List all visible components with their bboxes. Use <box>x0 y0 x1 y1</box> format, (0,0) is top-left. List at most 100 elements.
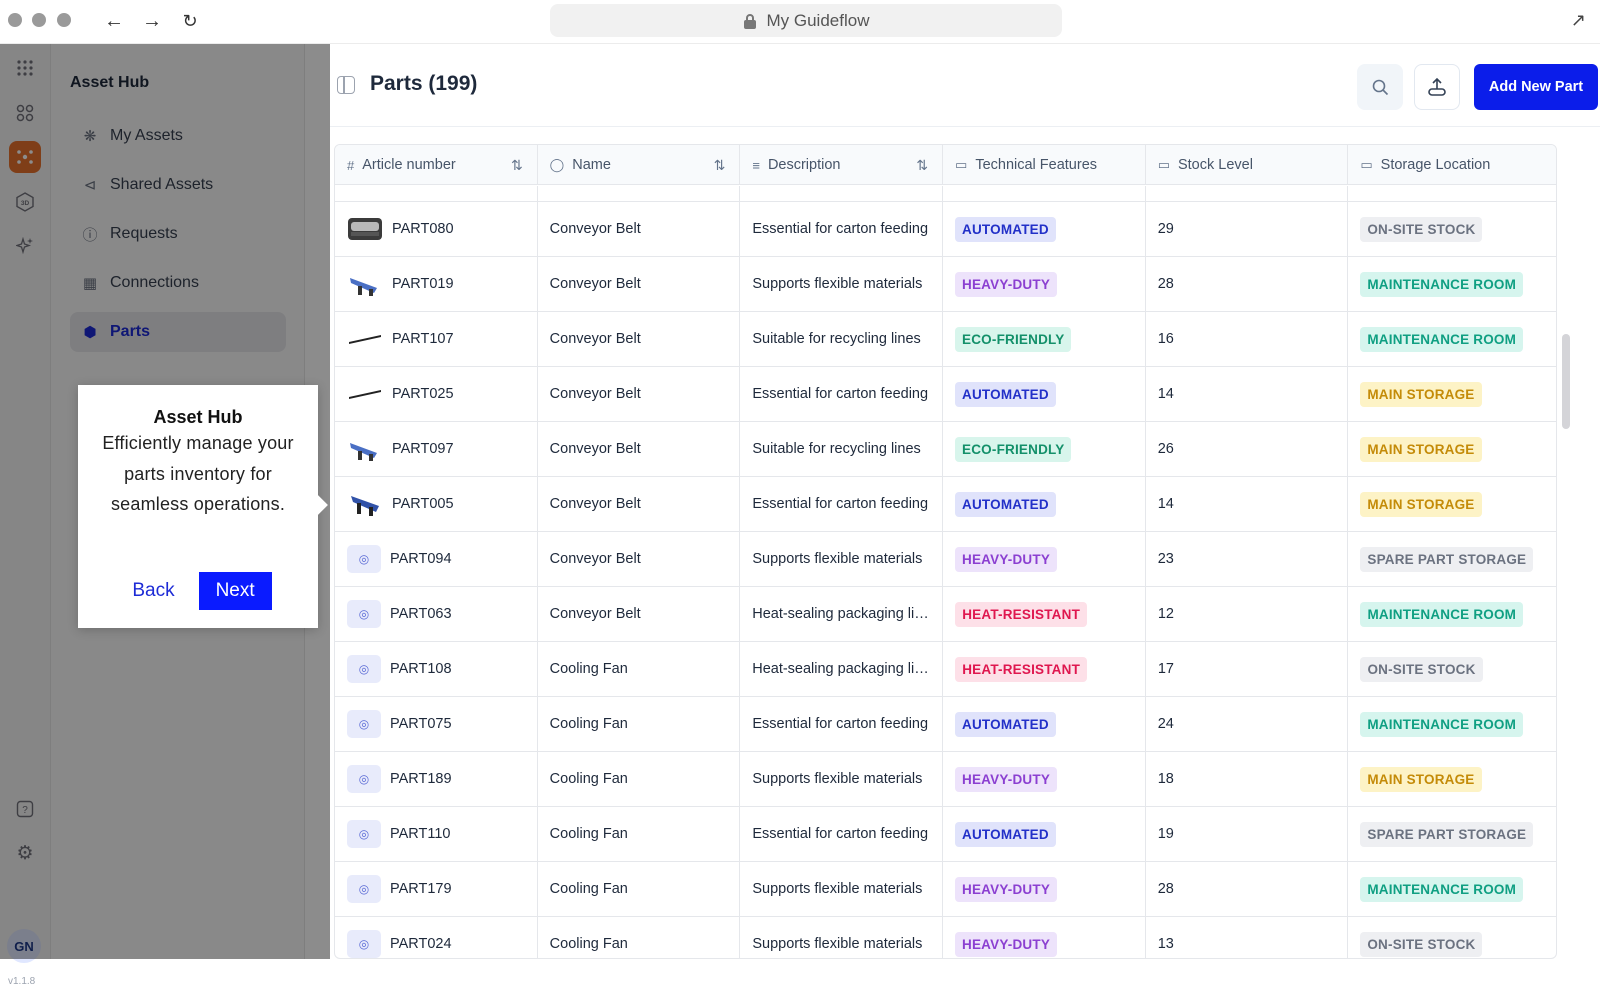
forward-arrow-icon[interactable]: → <box>142 10 162 32</box>
location-badge: ON-SITE STOCK <box>1360 216 1483 242</box>
3d-icon[interactable]: 3D <box>9 186 41 218</box>
sort-icon[interactable]: ⇅ <box>713 156 726 173</box>
question-circle-icon: ⓘ <box>82 226 98 244</box>
column-header-features[interactable]: ▭ Technical Features <box>943 145 1146 185</box>
url-bar[interactable]: My Guideflow <box>550 4 1062 37</box>
cell-name: Conveyor Belt <box>538 532 741 586</box>
feature-badge: AUTOMATED <box>955 381 1056 407</box>
sparkle-icon[interactable] <box>9 230 41 262</box>
help-icon[interactable]: ? <box>9 793 41 825</box>
cell-article: ◎ PART108 <box>335 642 538 696</box>
location-badge: ON-SITE STOCK <box>1360 656 1483 682</box>
location-badge: MAIN STORAGE <box>1360 766 1482 792</box>
tour-next-button[interactable]: Next <box>198 572 272 610</box>
text-lines-icon: ≡ <box>752 157 760 173</box>
column-header-location[interactable]: ▭ Storage Location <box>1360 157 1491 173</box>
apps-grid-icon[interactable] <box>9 52 41 84</box>
back-arrow-icon[interactable]: ← <box>104 10 124 32</box>
table-row[interactable]: PART097 Conveyor Belt Suitable for recyc… <box>335 422 1556 477</box>
table-row[interactable]: ◎ PART063 Conveyor Belt Heat-sealing pack… <box>335 587 1556 642</box>
cell-article: ◎ PART024 <box>335 917 538 958</box>
cell-feature: ECO-FRIENDLY <box>943 312 1146 366</box>
sidebar-item-parts[interactable]: ⬢ Parts <box>70 312 286 352</box>
cell-feature: HEAT-RESISTANT <box>943 587 1146 641</box>
user-avatar[interactable]: GN <box>7 929 41 963</box>
tooltip-title: Asset Hub <box>153 407 243 427</box>
window-minimize-dot[interactable] <box>32 13 46 27</box>
window-close-dot[interactable] <box>8 13 22 27</box>
hexagon-icon: ⬢ <box>83 324 97 341</box>
main-content: Parts (199) Add New Part # Article number… <box>330 44 1600 959</box>
cell-article: PART097 <box>335 422 538 476</box>
cell-feature: AUTOMATED <box>943 202 1146 256</box>
feature-badge: HEAVY-DUTY <box>955 766 1058 792</box>
reload-icon[interactable]: ↻ <box>182 11 198 31</box>
table-row[interactable]: ◎ PART189 Cooling Fan Supports flexible m… <box>335 752 1556 807</box>
feature-badge: ECO-FRIENDLY <box>955 436 1072 462</box>
sidebar-item-shared-assets[interactable]: ⊲ Shared Assets <box>70 165 286 205</box>
feature-badge: HEAT-RESISTANT <box>955 656 1088 682</box>
cell-name: Conveyor Belt <box>538 477 741 531</box>
table-row[interactable]: ◎ PART094 Conveyor Belt Supports flexible… <box>335 532 1556 587</box>
table-row[interactable]: ◎ PART075 Cooling Fan Essential for carto… <box>335 697 1556 752</box>
sort-icon[interactable]: ⇅ <box>510 156 523 173</box>
import-button[interactable] <box>1414 64 1460 110</box>
table-row[interactable]: PART019 Conveyor Belt Supports flexible … <box>335 257 1556 312</box>
table-row[interactable]: ◎ PART024 Cooling Fan Supports flexible m… <box>335 917 1556 958</box>
column-header-stock[interactable]: ▭ Stock Level <box>1146 145 1349 185</box>
parts-table: # Article number ⇅ ◯ Name ⇅ ≡ Description ⇅ ▭ T… <box>334 144 1557 959</box>
cell-feature: HEAVY-DUTY <box>943 862 1146 916</box>
add-new-part-button[interactable]: Add New Part <box>1474 64 1598 110</box>
expand-icon[interactable]: ↗ <box>1570 10 1586 30</box>
cell-location: ON-SITE STOCK <box>1348 202 1556 256</box>
sidebar-item-requests[interactable]: ⓘ Requests <box>70 214 286 254</box>
toggle-sidebar-icon[interactable] <box>337 76 355 94</box>
cell-article: ◎ PART075 <box>335 697 538 751</box>
cell-description: Essential for carton feeding <box>740 202 944 256</box>
cell-description: Supports flexible materials <box>740 257 944 311</box>
feature-badge: ECO-FRIENDLY <box>955 326 1072 352</box>
cell-location: MAINTENANCE ROOM <box>1348 257 1556 311</box>
sidebar-item-connections[interactable]: ▦ Connections <box>70 263 286 303</box>
column-header-name[interactable]: ◯ Name ⇅ <box>538 145 741 185</box>
dashboard-icon[interactable] <box>9 97 41 129</box>
part-thumbnail <box>347 380 383 408</box>
cell-description: Supports flexible materials <box>740 532 944 586</box>
table-row[interactable]: ◎ PART108 Cooling Fan Heat-sealing packag… <box>335 642 1556 697</box>
cell-stock: 14 <box>1146 367 1349 421</box>
cell-name: Cooling Fan <box>538 917 741 958</box>
gear-outline-icon: ◯ <box>549 157 565 172</box>
table-scrollbar[interactable] <box>1562 334 1570 429</box>
cell-description: Essential for carton feeding <box>740 367 944 421</box>
cell-name: Conveyor Belt <box>538 587 741 641</box>
part-thumbnail <box>347 435 383 463</box>
sidebar-item-my-assets[interactable]: ❋ My Assets <box>70 116 286 156</box>
tour-back-button[interactable]: Back <box>132 580 175 601</box>
cell-name: Cooling Fan <box>538 807 741 861</box>
page-title: Parts (199) <box>370 72 478 95</box>
table-row[interactable]: PART005 Conveyor Belt Essential for cart… <box>335 477 1556 532</box>
part-thumbnail <box>347 325 383 353</box>
cell-location: MAIN STORAGE <box>1348 477 1556 531</box>
cell-location: MAINTENANCE ROOM <box>1348 862 1556 916</box>
search-button[interactable] <box>1357 64 1403 110</box>
cell-name: Cooling Fan <box>538 697 741 751</box>
table-row[interactable]: PART080 Conveyor Belt Essential for cart… <box>335 202 1556 257</box>
feature-badge: HEAVY-DUTY <box>955 931 1058 957</box>
feature-badge: HEAT-RESISTANT <box>955 601 1088 627</box>
window-zoom-dot[interactable] <box>57 13 71 27</box>
table-row[interactable]: ◎ PART179 Cooling Fan Supports flexible m… <box>335 862 1556 917</box>
column-header-article[interactable]: # Article number ⇅ <box>335 145 538 185</box>
asset-hub-icon[interactable] <box>9 141 41 173</box>
sort-icon[interactable]: ⇅ <box>916 156 929 173</box>
settings-gear-icon[interactable]: ⚙ <box>16 842 34 864</box>
assets-icon: ❋ <box>83 128 97 145</box>
tag-icon: ▭ <box>1157 157 1170 172</box>
cell-name: Conveyor Belt <box>538 312 741 366</box>
table-row[interactable]: ◎ PART110 Cooling Fan Essential for carto… <box>335 807 1556 862</box>
cell-stock: 13 <box>1146 917 1349 958</box>
location-badge: ON-SITE STOCK <box>1360 931 1483 957</box>
column-header-description[interactable]: ≡ Description ⇅ <box>740 145 944 185</box>
table-row[interactable]: PART107 Conveyor Belt Suitable for recyc… <box>335 312 1556 367</box>
table-row[interactable]: PART025 Conveyor Belt Essential for cart… <box>335 367 1556 422</box>
